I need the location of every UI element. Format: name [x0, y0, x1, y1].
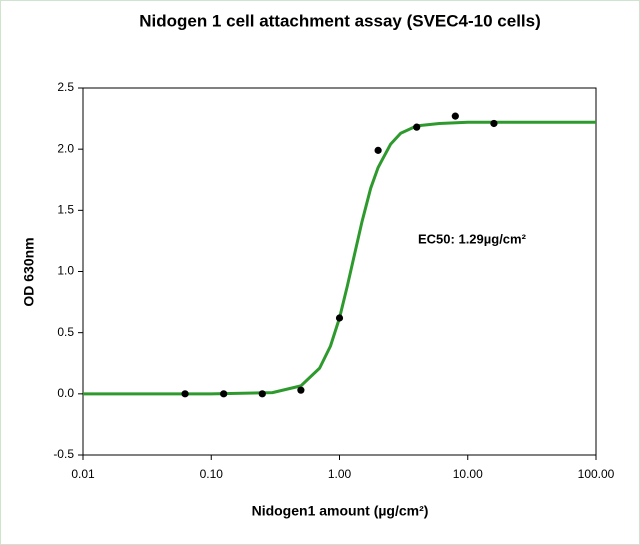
x-tick-label: 1.00: [328, 467, 352, 481]
data-point: [258, 390, 266, 398]
data-point: [490, 119, 498, 128]
x-tick-label: 0.10: [200, 467, 224, 481]
y-tick-label: 0.0: [57, 386, 74, 400]
x-tick-label: 10.00: [453, 467, 483, 481]
y-tick-label: 2.0: [57, 141, 74, 155]
data-point: [374, 146, 382, 154]
data-point: [181, 390, 189, 398]
y-tick-label: -0.5: [53, 447, 74, 461]
x-tick-label: 100.00: [578, 467, 615, 481]
data-point: [220, 390, 228, 398]
x-axis-label: Nidogen1 amount (µg/cm²): [252, 503, 429, 519]
data-point: [297, 386, 305, 394]
fit-line: [83, 120, 596, 396]
y-tick-label: 2.5: [57, 80, 74, 94]
x-tick-label: 0.01: [71, 467, 95, 481]
annotation: EC50: 1.29µg/cm²: [418, 231, 527, 246]
data-point: [413, 123, 421, 131]
y-tick-label: 0.5: [57, 325, 74, 339]
data-point: [335, 314, 344, 322]
data-point: [451, 112, 459, 120]
chart-title: Nidogen 1 cell attachment assay (SVEC4-1…: [139, 11, 541, 30]
y-tick-label: 1.0: [57, 264, 74, 278]
y-axis-label: OD 630nm: [21, 237, 37, 306]
y-tick-label: 1.5: [57, 203, 74, 217]
